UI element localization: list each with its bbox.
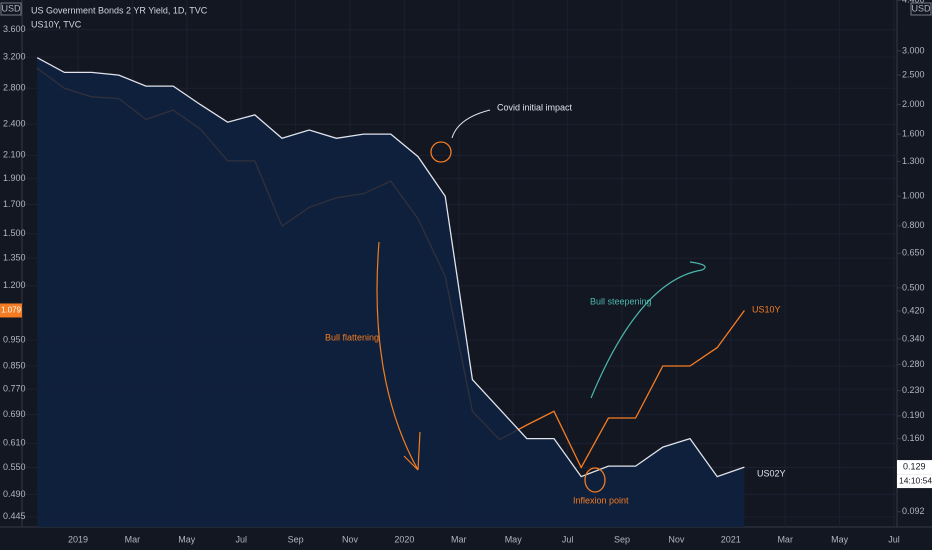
y-tick-label: 1.500 [3,228,26,238]
unit-box [0,2,22,16]
price-label: 1.079 [1,306,22,315]
y2-tick-label: 4.400 [902,0,925,5]
y2-tick-label: 0.340 [902,333,925,343]
y2-tick-label: 0.650 [902,248,925,258]
x-tick-label: Nov [668,534,685,544]
x-tick-label: May [831,534,849,544]
y-tick-label: 2.800 [3,83,26,93]
y-tick-label: 0.690 [3,409,26,419]
y-tick-label: 1.700 [3,199,26,209]
y2-tick-label: 0.500 [902,282,925,292]
y-tick-label: 1.350 [3,253,26,263]
y-tick-label: 3.200 [3,52,26,62]
pointer [451,109,491,139]
y-tick-label: 0.550 [3,462,26,472]
x-tick-label: 2020 [394,534,414,544]
y-tick-label: 0.490 [3,489,26,499]
y2-tick-label: 0.800 [902,220,925,230]
plot [22,0,897,527]
header-title: US Government Bonds 2 YR Yield, 1D, TVC [31,5,208,15]
series-line [36,57,745,478]
header-overlay: US10Y, TVC [31,19,82,29]
y2-tick-label: 0.092 [902,506,925,516]
x-tick-label: Mar [777,534,793,544]
y-tick-label: 0.610 [3,438,26,448]
y2-tick-label: 1.000 [902,191,925,201]
y2-tick-label: 0.190 [902,410,925,420]
y2-tick-label: 0.160 [902,433,925,443]
x-tick-label: May [505,534,523,544]
clock-box [897,474,932,489]
x-tick-label: May [178,534,196,544]
y2-tick-label: 1.300 [902,156,925,166]
unit-box [910,2,932,16]
annotation: Bull flattening [325,332,379,342]
arrow-head [403,431,421,471]
y-tick-label: 2.100 [3,150,26,160]
y-tick-label: 1.900 [3,173,26,183]
x-tick-label: Sep [614,534,630,544]
price-label-box [897,460,932,475]
unit-left: USD [1,3,21,13]
series-label: US02Y [757,468,786,478]
annotation: Inflexion point [573,495,629,505]
x-tick-label: Mar [451,534,467,544]
clock: 14:10:54 [899,475,932,485]
price-label: 0.129 [903,461,926,471]
y2-tick-label: 1.600 [902,128,925,138]
x-tick-label: 2019 [68,534,88,544]
y2-tick-label: 3.000 [902,45,925,55]
x-tick-label: 2021 [721,534,741,544]
y2-tick-label: 2.000 [902,99,925,109]
unit-right: USD [911,3,931,13]
annotation: Bull steepening [590,296,652,306]
y-tick-label: 1.200 [3,280,26,290]
x-tick-label: Nov [342,534,359,544]
x-tick-label: Jul [235,534,247,544]
y2-tick-label: 0.280 [902,359,925,369]
arrow [590,261,706,399]
x-tick-label: Jul [562,534,574,544]
y-tick-label: 0.770 [3,383,26,393]
y-tick-label: 2.400 [3,119,26,129]
y2-tick-label: 2.500 [902,69,925,79]
x-tick-label: Jul [888,534,900,544]
y-tick-label: 0.850 [3,360,26,370]
y2-tick-label: 0.420 [902,305,925,315]
highlight-circle [584,467,606,493]
series-label: US10Y [752,304,781,314]
x-tick-label: Mar [125,534,141,544]
y2-tick-label: 0.230 [902,385,925,395]
y-tick-label: 3.600 [3,24,26,34]
y-tick-label: 0.950 [3,335,26,345]
x-tick-label: Sep [288,534,304,544]
highlight-circle [430,141,452,163]
price-label-box [0,303,22,318]
area [37,57,745,527]
y-tick-label: 0.445 [3,511,26,521]
annotation: Covid initial impact [497,102,573,112]
arrow [376,241,419,471]
